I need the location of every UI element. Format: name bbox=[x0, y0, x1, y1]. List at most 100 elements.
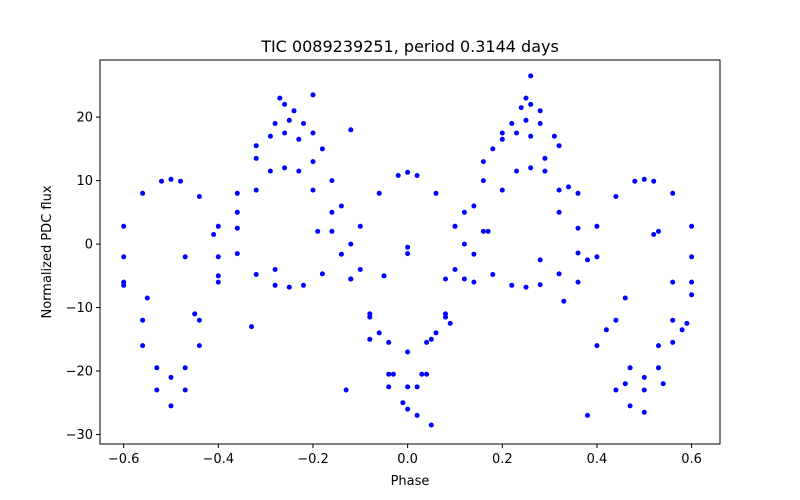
data-point bbox=[499, 130, 505, 136]
x-tick-label: −0.6 bbox=[108, 452, 140, 467]
x-axis-label: Phase bbox=[391, 474, 430, 489]
chart-title: TIC 0089239251, period 0.3144 days bbox=[260, 37, 559, 56]
data-point bbox=[561, 298, 567, 304]
data-point bbox=[613, 387, 619, 393]
data-point bbox=[514, 130, 519, 136]
data-point bbox=[215, 254, 221, 260]
data-point bbox=[670, 190, 676, 196]
data-point bbox=[566, 184, 571, 190]
data-point bbox=[168, 374, 174, 380]
data-point bbox=[528, 101, 534, 107]
data-point bbox=[627, 365, 633, 371]
data-point bbox=[154, 365, 160, 371]
data-point bbox=[272, 282, 278, 288]
data-point bbox=[537, 257, 543, 263]
data-point bbox=[689, 279, 695, 285]
data-point bbox=[282, 165, 288, 171]
data-point bbox=[656, 228, 661, 234]
data-point bbox=[641, 374, 647, 380]
data-point bbox=[154, 387, 160, 393]
data-point bbox=[405, 244, 411, 250]
data-point bbox=[490, 146, 496, 152]
data-point bbox=[433, 330, 439, 336]
data-point bbox=[471, 251, 477, 257]
data-point bbox=[211, 232, 217, 237]
plot-frame bbox=[99, 59, 721, 445]
data-point bbox=[443, 311, 448, 317]
data-point bbox=[376, 330, 382, 336]
data-point bbox=[689, 292, 695, 298]
data-point bbox=[603, 327, 609, 333]
data-point bbox=[395, 173, 401, 178]
data-point bbox=[182, 387, 188, 393]
data-point bbox=[215, 273, 221, 279]
data-point bbox=[651, 232, 657, 237]
data-point bbox=[301, 282, 306, 288]
data-point bbox=[196, 194, 202, 199]
data-point bbox=[523, 117, 529, 123]
data-point bbox=[343, 387, 349, 393]
data-point bbox=[656, 365, 661, 371]
y-tick-label: −20 bbox=[66, 365, 93, 380]
data-point bbox=[499, 187, 505, 193]
data-point bbox=[405, 384, 411, 390]
data-point bbox=[660, 381, 666, 387]
data-point bbox=[140, 317, 146, 323]
data-point bbox=[253, 272, 259, 277]
y-tick-label: −30 bbox=[66, 428, 93, 443]
data-point bbox=[537, 282, 543, 288]
data-point bbox=[537, 108, 543, 114]
data-point bbox=[272, 267, 278, 272]
data-point bbox=[319, 271, 325, 277]
data-point bbox=[556, 271, 562, 277]
data-point bbox=[215, 279, 221, 285]
data-point bbox=[523, 95, 529, 101]
data-point bbox=[348, 241, 354, 247]
data-point bbox=[424, 339, 430, 345]
data-point bbox=[594, 254, 600, 260]
data-point bbox=[386, 339, 392, 345]
data-point bbox=[518, 105, 524, 111]
data-point bbox=[121, 282, 127, 288]
data-point bbox=[405, 251, 411, 257]
data-point bbox=[405, 349, 411, 355]
data-point bbox=[253, 187, 259, 193]
data-point bbox=[192, 311, 198, 317]
data-point bbox=[641, 176, 647, 182]
data-point bbox=[419, 371, 425, 377]
data-point bbox=[234, 225, 240, 231]
data-point bbox=[651, 178, 657, 184]
data-point bbox=[249, 324, 254, 330]
data-point bbox=[310, 92, 316, 98]
data-point bbox=[537, 121, 543, 126]
data-point bbox=[282, 130, 288, 136]
data-point bbox=[329, 178, 335, 184]
data-point bbox=[622, 295, 628, 301]
data-point bbox=[542, 155, 548, 161]
data-point bbox=[367, 311, 373, 317]
data-point bbox=[414, 412, 420, 418]
data-point bbox=[509, 282, 515, 288]
y-tick-label: 10 bbox=[76, 174, 93, 189]
data-point bbox=[121, 223, 127, 229]
x-tick-label: 0.0 bbox=[397, 452, 418, 467]
y-axis-ticks: −30 −20 −10 0 10 20 bbox=[66, 111, 100, 443]
data-point bbox=[622, 381, 628, 387]
data-point bbox=[182, 365, 188, 371]
data-point bbox=[485, 228, 491, 234]
data-point bbox=[641, 409, 647, 415]
data-point bbox=[310, 187, 316, 193]
data-point bbox=[182, 254, 188, 260]
data-point bbox=[296, 136, 302, 142]
data-point bbox=[414, 173, 420, 178]
data-point bbox=[499, 136, 505, 142]
data-point bbox=[234, 251, 240, 257]
data-point bbox=[178, 178, 183, 184]
data-point bbox=[575, 225, 581, 231]
data-point bbox=[471, 203, 477, 209]
data-point bbox=[338, 203, 344, 209]
data-point bbox=[556, 143, 562, 149]
data-point bbox=[296, 168, 302, 174]
data-point bbox=[528, 165, 534, 171]
